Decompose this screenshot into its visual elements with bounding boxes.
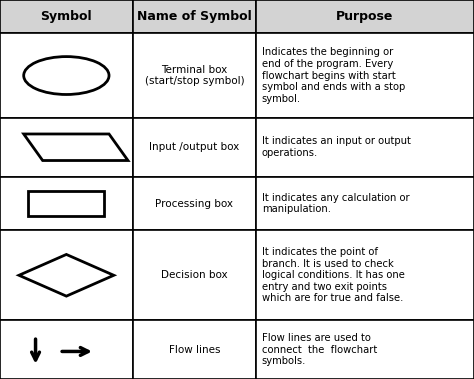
FancyBboxPatch shape: [133, 33, 256, 118]
Text: Terminal box
(start/stop symbol): Terminal box (start/stop symbol): [145, 65, 244, 86]
FancyBboxPatch shape: [256, 230, 474, 320]
Ellipse shape: [24, 56, 109, 94]
Text: Decision box: Decision box: [161, 270, 228, 280]
FancyBboxPatch shape: [256, 0, 474, 33]
Text: Input /output box: Input /output box: [149, 142, 239, 152]
Text: Processing box: Processing box: [155, 199, 233, 208]
FancyBboxPatch shape: [133, 118, 256, 177]
Polygon shape: [19, 254, 114, 296]
FancyBboxPatch shape: [256, 33, 474, 118]
FancyBboxPatch shape: [256, 177, 474, 230]
Text: Indicates the beginning or
end of the program. Every
flowchart begins with start: Indicates the beginning or end of the pr…: [262, 47, 405, 104]
FancyBboxPatch shape: [133, 177, 256, 230]
Text: Symbol: Symbol: [41, 10, 92, 23]
FancyBboxPatch shape: [0, 177, 133, 230]
Text: Flow lines: Flow lines: [169, 345, 220, 354]
FancyBboxPatch shape: [28, 191, 104, 216]
FancyBboxPatch shape: [256, 320, 474, 379]
FancyBboxPatch shape: [0, 320, 133, 379]
FancyBboxPatch shape: [133, 230, 256, 320]
Text: It indicates any calculation or
manipulation.: It indicates any calculation or manipula…: [262, 193, 409, 215]
Text: Name of Symbol: Name of Symbol: [137, 10, 252, 23]
Text: Purpose: Purpose: [336, 10, 394, 23]
Text: It indicates the point of
branch. It is used to check
logical conditions. It has: It indicates the point of branch. It is …: [262, 247, 404, 304]
Text: It indicates an input or output
operations.: It indicates an input or output operatio…: [262, 136, 410, 158]
FancyBboxPatch shape: [0, 230, 133, 320]
FancyBboxPatch shape: [133, 320, 256, 379]
FancyBboxPatch shape: [256, 118, 474, 177]
FancyBboxPatch shape: [0, 0, 133, 33]
Text: Flow lines are used to
connect  the  flowchart
symbols.: Flow lines are used to connect the flowc…: [262, 333, 377, 366]
Polygon shape: [24, 134, 128, 161]
FancyBboxPatch shape: [0, 33, 133, 118]
FancyBboxPatch shape: [133, 0, 256, 33]
FancyBboxPatch shape: [0, 118, 133, 177]
